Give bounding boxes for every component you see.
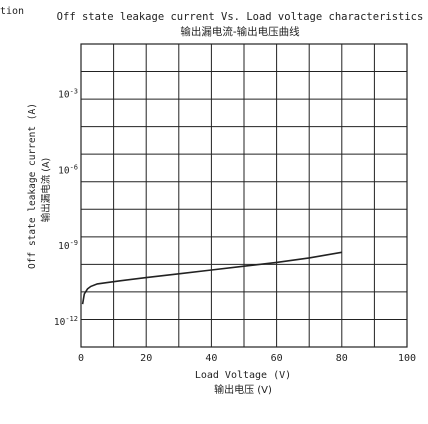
x-tick-label: 20 xyxy=(140,353,152,364)
y-axis-label: Off state leakage current (A) xyxy=(27,103,38,269)
x-tick-label: 0 xyxy=(78,353,84,364)
leakage-current-line xyxy=(81,251,342,305)
x-axis-label-cn: 输出电压 (V) xyxy=(214,383,272,396)
y-tick-label: 10-6 xyxy=(58,163,78,176)
x-tick-label: 80 xyxy=(336,353,348,364)
y-tick-label: 10-12 xyxy=(54,315,78,328)
plot-grid xyxy=(81,44,407,347)
y-tick-label: 10-9 xyxy=(58,239,78,252)
chart-subtitle: 输出漏电流-输出电压曲线 xyxy=(180,25,300,38)
y-axis-label-cn: 输出漏电流 (A) xyxy=(40,158,52,222)
x-axis-label: Load Voltage (V) xyxy=(195,370,291,381)
y-tick-label: 10-3 xyxy=(58,88,78,101)
y-axis-ticks: 10-3 10-6 10-9 10-12 xyxy=(54,88,78,328)
x-tick-label: 100 xyxy=(398,353,416,364)
corner-text-fragment: tion xyxy=(0,6,24,17)
x-axis-ticks: 0 20 40 60 80 100 xyxy=(78,353,416,364)
chart-title: Off state leakage current Vs. Load volta… xyxy=(57,11,424,23)
plot-area-frame xyxy=(80,43,408,348)
x-tick-label: 60 xyxy=(271,353,283,364)
x-tick-label: 40 xyxy=(205,353,217,364)
